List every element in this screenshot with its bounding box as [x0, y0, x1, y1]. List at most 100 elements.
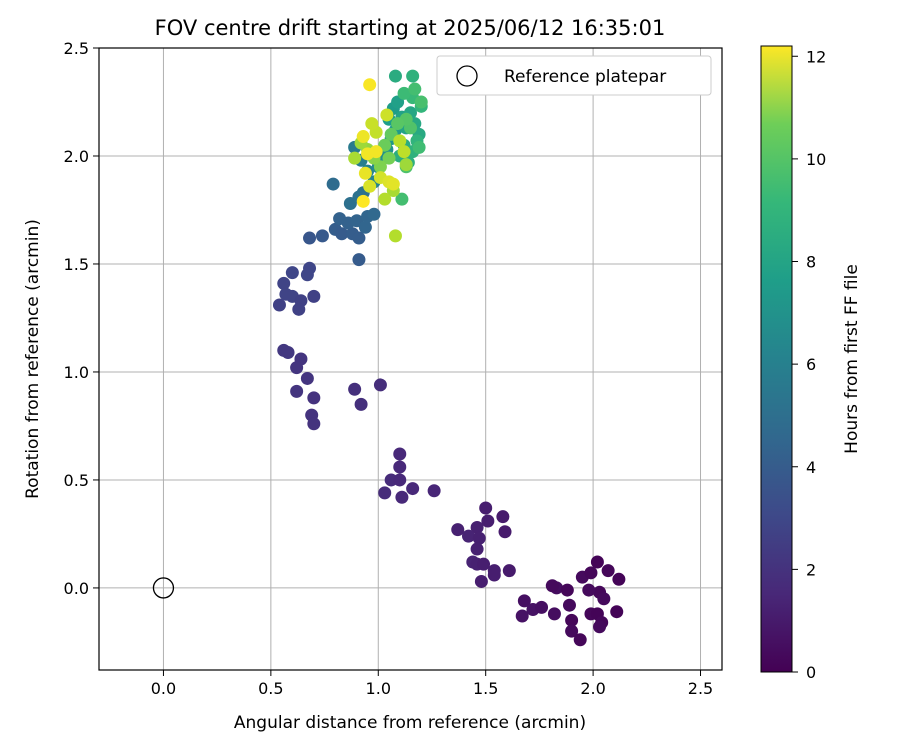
legend-entry-reference: Reference platepar: [504, 67, 666, 87]
data-point: [367, 207, 381, 221]
x-tick-label: 1.5: [473, 679, 498, 698]
data-point: [356, 130, 370, 144]
x-axis-label: Angular distance from reference (arcmin): [234, 713, 586, 733]
data-point: [582, 583, 596, 597]
legend: Reference platepar: [436, 55, 712, 96]
x-tick-label: 0.0: [151, 679, 176, 698]
data-point: [412, 140, 426, 154]
data-point: [356, 194, 370, 208]
data-point: [348, 151, 362, 165]
data-point: [393, 447, 407, 461]
data-point: [281, 346, 295, 360]
data-point: [393, 473, 407, 487]
data-point: [382, 151, 396, 165]
data-point: [593, 620, 607, 634]
colorbar-tick-label: 0: [806, 663, 816, 682]
data-points: [152, 69, 626, 647]
data-point: [358, 166, 372, 180]
data-point: [290, 361, 304, 375]
colorbar-tick-label: 10: [806, 150, 826, 169]
data-point: [363, 78, 377, 92]
y-tick-label: 2.0: [64, 147, 89, 166]
data-point: [369, 145, 383, 159]
data-point: [462, 529, 476, 543]
data-point: [292, 302, 306, 316]
x-tick-label: 2.5: [688, 679, 713, 698]
data-point: [352, 253, 366, 267]
data-point: [560, 583, 574, 597]
data-point: [414, 95, 428, 109]
data-point: [391, 117, 405, 131]
data-point: [565, 624, 579, 638]
colorbar: 0 2 4 6 8 10 12 Hours from first FF file: [760, 45, 862, 682]
data-point: [562, 598, 576, 612]
data-point: [285, 266, 299, 280]
data-point: [307, 289, 321, 303]
legend-marker-icon: [456, 65, 478, 87]
data-point: [307, 417, 321, 431]
y-axis-label: Rotation from reference (arcmin): [23, 219, 43, 499]
data-point: [406, 69, 420, 83]
data-point: [393, 460, 407, 474]
data-point: [378, 486, 392, 500]
data-point: [373, 378, 387, 392]
plot-frame: [98, 47, 723, 671]
data-point: [472, 531, 486, 545]
data-point: [365, 117, 379, 131]
data-point: [380, 108, 394, 122]
y-axis-ticks: 0.0 0.5 1.0 1.5 2.0 2.5: [64, 39, 99, 598]
data-point: [474, 574, 488, 588]
data-point: [427, 484, 441, 498]
data-point: [395, 192, 409, 206]
y-tick-label: 0.0: [64, 579, 89, 598]
data-point: [545, 579, 559, 593]
data-point: [277, 276, 291, 290]
colorbar-tick-label: 2: [806, 560, 816, 579]
data-point: [498, 525, 512, 539]
data-point: [408, 82, 422, 96]
data-point: [565, 613, 579, 627]
data-point: [406, 482, 420, 496]
colorbar-tick-label: 4: [806, 458, 816, 477]
data-point: [348, 382, 362, 396]
data-point: [612, 572, 626, 586]
data-point: [477, 557, 491, 571]
data-point: [393, 134, 407, 148]
x-axis-ticks: 0.0 0.5 1.0 1.5 2.0 2.5: [151, 670, 713, 698]
data-point: [601, 564, 615, 578]
x-tick-label: 0.5: [258, 679, 283, 698]
data-point: [315, 229, 329, 243]
data-point: [597, 592, 611, 606]
data-point: [479, 501, 493, 515]
colorbar-tick-label: 6: [806, 355, 816, 374]
data-point: [300, 371, 314, 385]
data-point: [481, 514, 495, 528]
data-point: [354, 397, 368, 411]
data-point: [496, 510, 510, 524]
data-point: [610, 605, 624, 619]
y-tick-label: 0.5: [64, 471, 89, 490]
data-point: [590, 555, 604, 569]
data-point: [388, 69, 402, 83]
data-point: [399, 158, 413, 172]
data-point: [303, 231, 317, 245]
data-point: [352, 231, 366, 245]
data-point: [397, 145, 411, 159]
chart-title: FOV centre drift starting at 2025/06/12 …: [155, 16, 666, 40]
legend-box: [436, 55, 712, 96]
data-point: [397, 86, 411, 100]
colorbar-ticks: 0 2 4 6 8 10 12: [792, 47, 826, 682]
data-point: [517, 594, 531, 608]
data-point: [470, 542, 484, 556]
data-point: [272, 298, 286, 312]
data-point: [515, 609, 529, 623]
data-point: [290, 384, 304, 398]
data-point: [573, 633, 587, 647]
data-point: [547, 607, 561, 621]
data-point: [326, 177, 340, 191]
x-tick-label: 1.0: [366, 679, 391, 698]
data-point: [307, 391, 321, 405]
y-tick-label: 1.0: [64, 363, 89, 382]
colorbar-gradient: [760, 45, 793, 673]
